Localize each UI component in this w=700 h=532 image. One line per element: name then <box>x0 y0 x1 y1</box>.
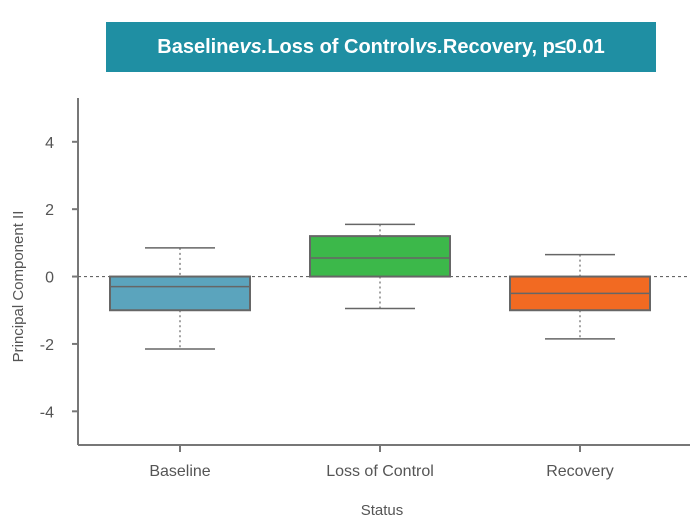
chart-title-part: Baseline <box>157 35 240 58</box>
box-1 <box>109 275 251 312</box>
x-tick-label: Baseline <box>149 463 210 480</box>
y-tick-label: 4 <box>45 135 54 152</box>
chart-title-part: Recovery, p≤0.01 <box>442 35 605 58</box>
chart-title-part: vs. <box>415 35 443 58</box>
y-axis-title: Principal Component II <box>10 211 27 363</box>
y-tick-label: -4 <box>40 404 54 421</box>
y-tick-label: 2 <box>45 202 54 219</box>
chart-title-part: vs. <box>239 35 268 58</box>
y-tick-label: -2 <box>40 337 54 354</box>
x-tick-label: Loss of Control <box>326 463 434 480</box>
box-2 <box>309 235 451 278</box>
x-tick-label: Recovery <box>546 463 614 480</box>
chart-title-banner: Baseline vs. Loss of Control vs. Recover… <box>106 22 656 72</box>
y-tick-label: 0 <box>45 270 54 287</box>
chart-title-part: Loss of Control <box>267 35 416 58</box>
x-axis-title: Status <box>361 502 404 519</box>
